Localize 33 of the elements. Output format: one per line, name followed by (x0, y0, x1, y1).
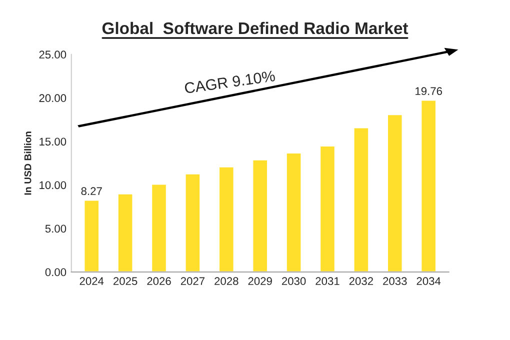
x-tick-label: 2026 (147, 277, 171, 286)
y-tick-label: 10.00 (40, 181, 66, 190)
chart-title: Global Software Defined Radio Market (102, 22, 408, 34)
y-axis-title: In USD Billion (24, 132, 32, 195)
bar (218, 166, 235, 272)
x-tick-label: 2028 (214, 277, 238, 286)
x-tick-label: 2025 (114, 277, 138, 286)
annotation: CAGR 9.10% (184, 70, 276, 94)
data-label: 19.76 (416, 87, 442, 96)
y-tick-label: 5.00 (45, 224, 66, 233)
y-tick-label: 15.00 (40, 138, 66, 146)
bar (286, 152, 302, 272)
x-tick-label: 2030 (282, 277, 306, 286)
y-tick-label: 0.00 (45, 268, 66, 276)
data-label: 8.27 (81, 187, 102, 196)
bar (386, 114, 404, 272)
x-tick-label: 2029 (248, 277, 272, 286)
x-tick-label: 2031 (316, 277, 340, 286)
bar (184, 172, 201, 272)
x-tick-label: 2032 (349, 277, 373, 286)
x-tick-label: 2034 (416, 277, 441, 286)
bar (252, 159, 268, 272)
bar (150, 183, 168, 272)
y-tick-label: 20.00 (39, 94, 66, 102)
bar (117, 192, 134, 272)
x-tick-label: 2033 (383, 277, 407, 286)
bar (420, 99, 437, 272)
x-tick-label: 2024 (80, 277, 104, 286)
bar (352, 126, 370, 272)
bar (83, 199, 100, 272)
x-tick-label: 2027 (180, 277, 205, 286)
bar (319, 145, 336, 272)
y-tick-label: 25.00 (39, 50, 66, 59)
